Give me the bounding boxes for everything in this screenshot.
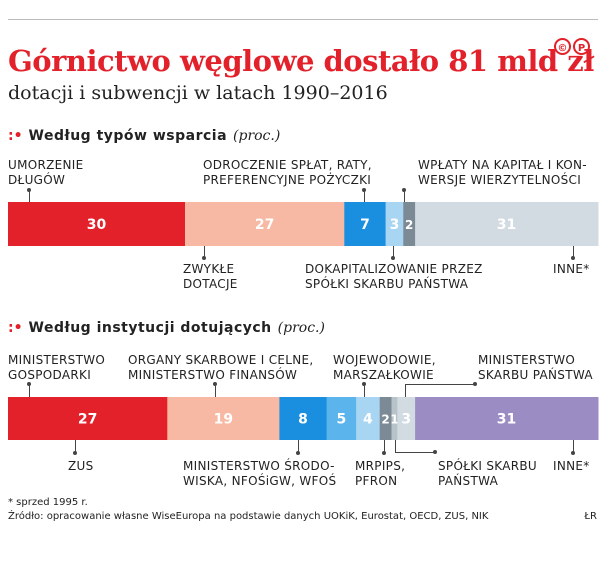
leader-dot [473,382,477,386]
bar-value-label: 2 [381,413,389,427]
bar-segment [167,397,280,440]
leader-dot [27,188,31,192]
leader-line [573,440,574,453]
leader-dot [362,382,366,386]
bar-segment [415,397,599,440]
bar-segment [279,397,328,440]
label-inne-1: INNE* [553,262,590,276]
top-rule [8,19,598,20]
bar-segment [8,397,168,440]
bar-segment [415,202,599,246]
bar-segment [185,202,345,246]
label-mrpips: MRPIPS, PFRON [355,459,406,488]
bar-value-label: 31 [497,217,516,233]
leader-line [384,440,385,453]
copyright-logo: © P [554,36,597,55]
bar-segment [379,397,392,440]
leader-line [405,384,406,397]
bar-value-label: 31 [497,412,516,428]
leader-line [215,384,216,397]
leader-dot [433,450,437,454]
bar-value-label: 2 [405,218,413,232]
bar-value-label: 27 [78,412,97,428]
label-min-skarbu: MINISTERSTWO SKARBU PAŃSTWA [478,353,593,382]
leader-dot [27,382,31,386]
leader-line [405,384,475,385]
leader-dot [202,256,206,260]
leader-line [395,452,435,453]
copyright-icon: © [554,38,571,55]
label-umorzenie: UMORZENIE DŁUGÓW [8,158,84,187]
bar-segment [344,202,387,246]
chart-title: Górnictwo węglowe dostało 81 mld zł [8,44,594,78]
leader-dot [362,188,366,192]
leader-dot [571,451,575,455]
footnote: * sprzed 1995 r. [8,497,88,508]
leader-line [29,190,30,202]
leader-line [395,440,396,453]
section-1-unit: (proc.) [233,128,281,144]
leader-dot [402,188,406,192]
label-organy-skarbowe: ORGANY SKARBOWE I CELNE, MINISTERSTWO FI… [128,353,314,382]
leader-line [29,384,30,397]
section-2-title: Według instytucji dotujących [28,320,272,336]
leader-dot [382,451,386,455]
publisher-logo: ŁR [584,511,597,522]
bar-value-label: 1 [390,413,398,427]
leader-line [75,440,76,453]
bar-value-label: 3 [401,412,411,428]
bar-value-label: 3 [390,217,400,233]
bullet-icon: :• [8,320,23,336]
source-note: Źródło: opracowanie własne WiseEuropa na… [8,511,489,522]
leader-dot [73,451,77,455]
bar-value-label: 19 [214,412,233,428]
leader-line [573,246,574,258]
section-2-unit: (proc.) [277,320,325,336]
leader-line [364,384,365,397]
label-wojewodowie: WOJEWODOWIE, MARSZAŁKOWIE [333,353,436,382]
bar-segment [397,397,416,440]
label-min-srodowiska: MINISTERSTWO ŚRODO- WISKA, NFOŚiGW, WFOŚ [183,459,337,488]
leader-dot [391,256,395,260]
bar-segment [8,202,186,246]
label-inne-2: INNE* [553,459,590,473]
leader-line [393,246,394,258]
label-min-gospodarki: MINISTERSTWO GOSPODARKI [8,353,106,382]
label-zus: ZUS [68,459,94,473]
bullet-icon: :• [8,128,23,144]
leader-line [404,190,405,202]
bar-value-label: 7 [360,217,370,233]
section-1-heading: :• Według typów wsparcia (proc.) [8,128,280,144]
bar-value-label: 30 [87,217,107,233]
leader-dot [213,382,217,386]
label-spolki: SPÓŁKI SKARBU PAŃSTWA [438,459,538,488]
leader-line [364,190,365,202]
p-icon: P [573,38,590,55]
chart-subtitle: dotacji i subwencji w latach 1990–2016 [8,82,388,104]
bar-value-label: 8 [298,412,308,428]
bar-value-label: 27 [255,217,274,233]
bar-value-label: 5 [336,412,346,428]
label-wplaty: WPŁATY NA KAPITAŁ I KON- WERSJE WIERZYTE… [418,158,587,187]
leader-dot [296,451,300,455]
bar-segment [326,397,357,440]
bar-value-label: 4 [363,412,373,428]
section-2-heading: :• Według instytucji dotujących (proc.) [8,320,325,336]
leader-line [204,246,205,258]
leader-dot [571,256,575,260]
bar-segment [403,202,416,246]
bar-segment [385,202,404,246]
label-odroczenie: ODROCZENIE SPŁAT, RATY, PREFERENCYJNE PO… [203,158,372,187]
section-1-title: Według typów wsparcia [28,128,228,144]
leader-line [298,440,299,453]
bar-segment [391,397,398,440]
label-zwykle: ZWYKŁE DOTACJE [183,262,238,291]
label-dokapitalizowanie: DOKAPITALIZOWANIE PRZEZ SPÓŁKI SKARBU PA… [305,262,483,291]
bar-segment [356,397,381,440]
